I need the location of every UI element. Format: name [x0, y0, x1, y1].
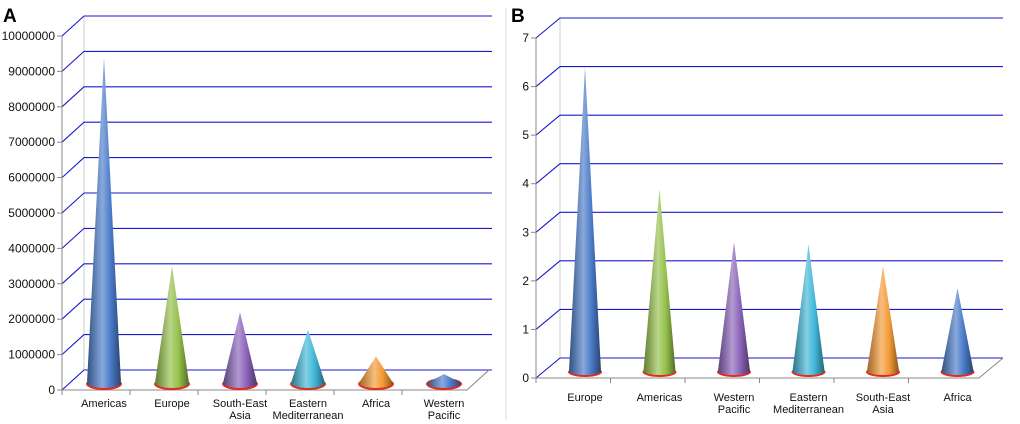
- gridline: [535, 260, 1003, 282]
- cone-bar: [291, 329, 325, 388]
- gridline: [535, 17, 1003, 39]
- x-axis-floor: [62, 369, 490, 391]
- x-tick-label: Americas: [637, 392, 683, 404]
- gridline: [61, 86, 492, 108]
- gridline: [61, 369, 492, 391]
- y-tick-label: 1: [522, 322, 529, 336]
- cone-bar: [359, 356, 393, 388]
- gridline: [535, 308, 1003, 330]
- y-tick-label: 4: [522, 177, 529, 191]
- y-tick-label: 5: [522, 128, 529, 142]
- chart-panel-a: A 0 1000000 2000000 3000000 4000000 5000000 600…: [2, 6, 492, 422]
- cone-bar: [643, 188, 676, 375]
- y-tick-label: 0: [48, 383, 55, 397]
- gridline: [61, 192, 492, 214]
- panel-label: A: [3, 6, 17, 27]
- y-tick-label: 2: [522, 274, 529, 288]
- gridline: [535, 114, 1003, 136]
- x-tick-label: South-East Asia: [856, 392, 910, 416]
- gridline: [61, 334, 492, 356]
- y-tick-label: 6: [522, 80, 529, 94]
- x-tick-label: Eastern Mediterranean: [273, 398, 344, 422]
- x-tick-label: Europe: [567, 392, 602, 404]
- y-tick-label: 6000000: [8, 171, 55, 185]
- gridline: [535, 66, 1003, 87]
- x-tick-label: Western Pacific: [424, 398, 465, 422]
- x-tick-label: Europe: [154, 398, 189, 410]
- cone-bar: [941, 288, 974, 375]
- x-tick-label: Africa: [362, 398, 391, 410]
- y-tick-label: 7000000: [8, 135, 55, 149]
- gridline: [61, 15, 492, 37]
- chart-panel-b: B 0 1 2 3 4 5 6 7 Europe Americas Western Pacific Eas…: [511, 6, 1004, 416]
- panel-label: B: [511, 6, 525, 27]
- cone-bar: [718, 242, 750, 375]
- y-tick-label: 5000000: [8, 206, 55, 220]
- y-tick-label: 9000000: [8, 64, 55, 78]
- x-tick-label: Americas: [81, 398, 127, 410]
- cone-bar: [155, 266, 189, 388]
- gridline: [61, 157, 492, 179]
- y-tick-label: 8000000: [8, 100, 55, 114]
- y-tick-label: 3: [522, 225, 529, 239]
- cone-bar: [792, 244, 825, 375]
- y-tick-label: 1000000: [8, 348, 55, 362]
- y-tick-label: 4000000: [8, 241, 55, 255]
- cone-bar: [427, 374, 461, 388]
- y-tick-label: 2000000: [8, 312, 55, 326]
- gridline: [535, 163, 1003, 185]
- gridline: [61, 50, 492, 72]
- y-tick-label: 0: [522, 371, 529, 385]
- x-tick-label: South-East Asia: [213, 398, 267, 422]
- gridline: [61, 298, 492, 320]
- x-tick-label: Western Pacific: [714, 392, 755, 416]
- cone-bar: [223, 312, 257, 388]
- y-tick-label: 7: [522, 31, 529, 45]
- x-axis-floor: [536, 357, 1004, 379]
- cone-bar: [867, 266, 899, 375]
- gridline: [535, 357, 1003, 379]
- gridline: [61, 263, 492, 285]
- gridline: [61, 121, 492, 143]
- cone-bar: [87, 57, 121, 389]
- gridline: [61, 227, 492, 249]
- cone-bar: [569, 67, 601, 376]
- y-tick-label: 10000000: [2, 29, 56, 43]
- x-tick-label: Africa: [943, 392, 972, 404]
- x-tick-label: Eastern Mediterranean: [773, 392, 844, 416]
- gridline: [535, 211, 1003, 233]
- y-tick-label: 3000000: [8, 277, 55, 291]
